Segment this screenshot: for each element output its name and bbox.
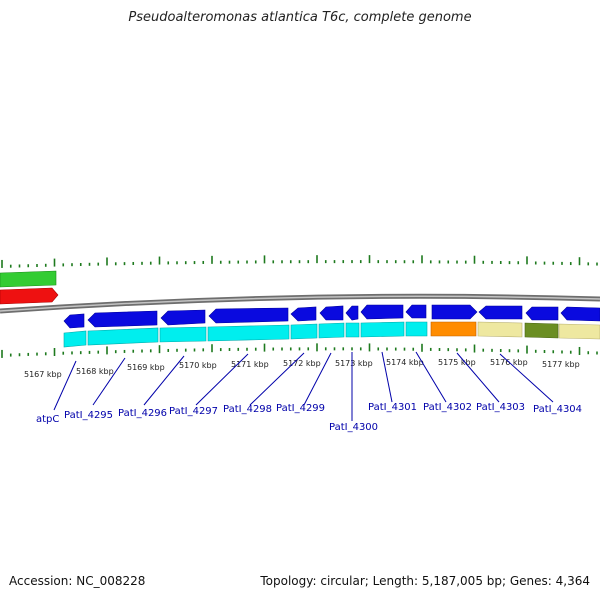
scale-label: 5168 kbp — [76, 367, 114, 376]
cds-arrow[interactable] — [405, 304, 427, 319]
cds-arrow[interactable] — [208, 307, 289, 324]
cds-arrow[interactable] — [360, 304, 404, 320]
gc-skew-track-bottom — [1, 343, 598, 358]
gene-block[interactable] — [318, 322, 345, 339]
leader-line — [143, 355, 185, 406]
gene-block[interactable] — [290, 323, 318, 340]
cds-track — [63, 304, 600, 329]
gene-block[interactable] — [345, 322, 360, 338]
gene-track — [63, 321, 600, 348]
scale-label: 5174 kbp — [386, 358, 424, 367]
leader-line — [303, 352, 332, 406]
cds-arrow[interactable] — [478, 305, 523, 320]
cds-arrow[interactable] — [63, 313, 85, 329]
leader-line — [195, 353, 249, 406]
scale-label: 5170 kbp — [179, 361, 217, 370]
scale-label: 5177 kbp — [542, 360, 580, 369]
leader-line — [53, 360, 77, 411]
scale-label: 5171 kbp — [231, 360, 269, 369]
cds-arrow[interactable] — [160, 309, 206, 326]
gene-block[interactable] — [360, 321, 405, 338]
scale-label: 5173 kbp — [335, 359, 373, 368]
scale-label: 5169 kbp — [127, 363, 165, 372]
scale-label: 5175 kbp — [438, 358, 476, 367]
label-leaders — [53, 351, 554, 421]
leader-line — [249, 352, 305, 406]
gene-block[interactable] — [63, 330, 87, 348]
cds-arrow[interactable] — [345, 305, 359, 321]
cds-arrow[interactable] — [290, 306, 317, 322]
genome-backbone-highlight — [0, 295, 600, 312]
gene-label[interactable]: PatI_4301 — [368, 402, 417, 413]
leader-line — [499, 353, 554, 403]
accession-text: Accession: NC_008228 — [9, 574, 146, 588]
cds-arrow[interactable] — [525, 306, 559, 321]
cds-arrow[interactable] — [319, 305, 344, 321]
gene-block-orange[interactable] — [430, 321, 477, 337]
cds-arrow[interactable] — [87, 310, 158, 328]
gene-block[interactable] — [159, 326, 207, 343]
scale-labels: 5167 kbp 5168 kbp 5169 kbp 5170 kbp 5171… — [24, 358, 580, 379]
red-feature-arrow — [0, 287, 59, 305]
leader-line — [92, 357, 126, 406]
leader-line — [456, 352, 500, 403]
cds-arrow[interactable] — [431, 304, 478, 320]
gene-label[interactable]: PatI_4302 — [423, 402, 472, 413]
gene-label-atpc[interactable]: atpC — [36, 414, 59, 425]
gene-block-olive[interactable] — [524, 322, 559, 339]
gene-block-khaki[interactable] — [477, 321, 523, 338]
gene-label[interactable]: PatI_4303 — [476, 402, 525, 413]
gene-label[interactable]: PatI_4297 — [169, 406, 218, 417]
gene-label[interactable]: PatI_4304 — [533, 404, 582, 415]
gene-label[interactable]: PatI_4300 — [329, 422, 378, 433]
gene-labels: atpC PatI_4295 PatI_4296 PatI_4297 PatI_… — [36, 402, 582, 433]
gene-block[interactable] — [87, 327, 159, 346]
leader-line — [415, 351, 447, 403]
leader-line — [381, 351, 393, 403]
genome-summary-text: Topology: circular; Length: 5,187,005 bp… — [260, 574, 590, 588]
gene-block-khaki[interactable] — [558, 323, 600, 340]
gene-label[interactable]: PatI_4296 — [118, 408, 167, 419]
green-feature-block — [0, 270, 57, 288]
gene-label[interactable]: PatI_4295 — [64, 410, 113, 421]
gene-label[interactable]: PatI_4299 — [276, 403, 325, 414]
gene-block[interactable] — [405, 321, 428, 337]
scale-label: 5167 kbp — [24, 370, 62, 379]
gene-label[interactable]: PatI_4298 — [223, 404, 272, 415]
gene-block[interactable] — [207, 324, 290, 342]
cds-arrow[interactable] — [560, 306, 600, 322]
scale-label: 5172 kbp — [283, 359, 321, 368]
genome-title: Pseudoalteromonas atlantica T6c, complet… — [128, 10, 472, 25]
gc-skew-track-top — [1, 255, 598, 268]
